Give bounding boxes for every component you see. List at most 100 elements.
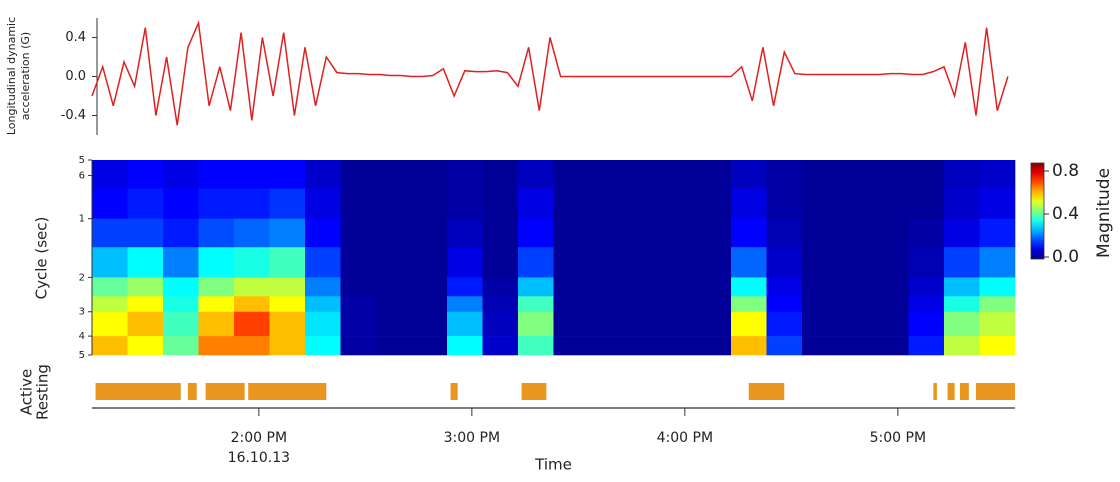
- heatmap-cell: [695, 247, 732, 278]
- active-segment: [187, 383, 197, 400]
- active-segment: [959, 383, 969, 400]
- heatmap-cell: [447, 160, 483, 189]
- heatmap-cell: [482, 311, 519, 337]
- heatmap-cell: [447, 218, 483, 248]
- heatmap-cell: [624, 336, 661, 356]
- heatmap-cell: [340, 311, 377, 337]
- heatmap-cell: [660, 218, 696, 248]
- active-segment: [521, 383, 547, 400]
- heatmap-cell: [979, 160, 1016, 189]
- heatmap-cell: [127, 160, 164, 189]
- colorbar-tick-label: 0.4: [1052, 204, 1079, 224]
- heatmap-cell: [269, 218, 306, 248]
- heatmap-cell: [731, 311, 767, 337]
- heatmap-cell: [376, 277, 412, 297]
- x-axis-label: Time: [534, 456, 572, 474]
- heatmap-cell: [340, 336, 377, 356]
- heatmap-cell: [518, 336, 554, 356]
- heatmap-cell: [802, 311, 838, 337]
- heatmap-cell: [340, 247, 377, 278]
- heatmap-cell: [518, 218, 554, 248]
- heatmap-cell: [234, 218, 270, 248]
- heatmap-cell: [873, 160, 909, 189]
- heatmap-cell: [234, 160, 270, 189]
- active-segment: [748, 383, 785, 400]
- heatmap-cell: [447, 277, 483, 297]
- heatmap-cell: [766, 311, 803, 337]
- heatmap-cell: [731, 296, 767, 313]
- colorbar-label: Magnitude: [1094, 168, 1114, 258]
- heatmap-cell: [908, 188, 945, 220]
- heatmap-cell: [340, 160, 377, 189]
- heatmap-cell: [163, 336, 199, 356]
- colorbar: [1030, 162, 1045, 260]
- heatmap-cell: [411, 160, 448, 189]
- active-segment: [95, 383, 181, 400]
- heatmap-cell: [873, 188, 909, 220]
- active-segment: [933, 383, 937, 400]
- colorbar-tick-label: 0.8: [1052, 161, 1079, 181]
- heatmap-cell: [979, 336, 1016, 356]
- heatmap-cell: [589, 247, 625, 278]
- heatmap-cell: [695, 160, 732, 189]
- heatmap-cell: [163, 160, 199, 189]
- heatmap-cell: [624, 277, 661, 297]
- line-series: [91, 20, 1009, 126]
- heatmap-cell: [482, 188, 519, 220]
- heatmap-cell: [198, 277, 235, 297]
- heatmap-cell: [695, 277, 732, 297]
- heatmap-cell: [340, 218, 377, 248]
- heatmap-cell: [198, 336, 235, 356]
- heatmap-cell: [518, 296, 554, 313]
- heatmap-cell: [163, 277, 199, 297]
- heatmap-cell: [92, 188, 128, 220]
- heatmap-cell: [766, 277, 803, 297]
- heatmap-cell: [802, 336, 838, 356]
- heatmap-cell: [589, 311, 625, 337]
- heatmap-cell: [837, 277, 874, 297]
- heatmap-cell: [624, 311, 661, 337]
- heatmap-cell: [873, 247, 909, 278]
- heatmap-cell: [589, 160, 625, 189]
- heatmap-cell: [589, 277, 625, 297]
- heatmap-cell: [234, 296, 270, 313]
- heatmap-cell: [376, 336, 412, 356]
- state-label: Resting: [34, 364, 52, 420]
- heatmap-cell: [482, 247, 519, 278]
- heatmap-cell: [269, 160, 306, 189]
- heatmap-cell: [802, 277, 838, 297]
- heatmap-cell: [589, 336, 625, 356]
- heatmap-cell: [305, 188, 341, 220]
- heatmap-cell: [518, 160, 554, 189]
- heatmap-cell: [92, 336, 128, 356]
- heatmap-cell: [447, 247, 483, 278]
- active-segment: [205, 383, 245, 400]
- heatmap-cell: [376, 218, 412, 248]
- heatmap-cell: [837, 218, 874, 248]
- heatmap-cell: [376, 296, 412, 313]
- heatmap-cell: [731, 188, 767, 220]
- heatmap-cell: [553, 296, 590, 313]
- heatmap-cell: [589, 296, 625, 313]
- heatmap-cell: [234, 188, 270, 220]
- heatmap-cell: [908, 296, 945, 313]
- heatmap-cell: [198, 311, 235, 337]
- heatmap-cell: [163, 247, 199, 278]
- colorbar-tick-label: 0.0: [1052, 247, 1079, 267]
- state-label: Active: [18, 369, 36, 415]
- heatmap-cell: [731, 277, 767, 297]
- y-tick-label: 0.0: [65, 69, 86, 84]
- y-tick-label: 0.4: [65, 30, 86, 45]
- heatmap-cell: [695, 296, 732, 313]
- heatmap-cell: [766, 160, 803, 189]
- heatmap-cell: [411, 247, 448, 278]
- heatmap-cell: [660, 188, 696, 220]
- heatmap-cell: [305, 296, 341, 313]
- active-segment: [248, 383, 327, 400]
- heatmap-cell: [660, 160, 696, 189]
- heatmap-cell: [837, 160, 874, 189]
- y-tick-label: 2: [79, 272, 85, 283]
- heatmap-cell: [482, 160, 519, 189]
- heatmap-cell: [553, 160, 590, 189]
- heatmap-cell: [979, 296, 1016, 313]
